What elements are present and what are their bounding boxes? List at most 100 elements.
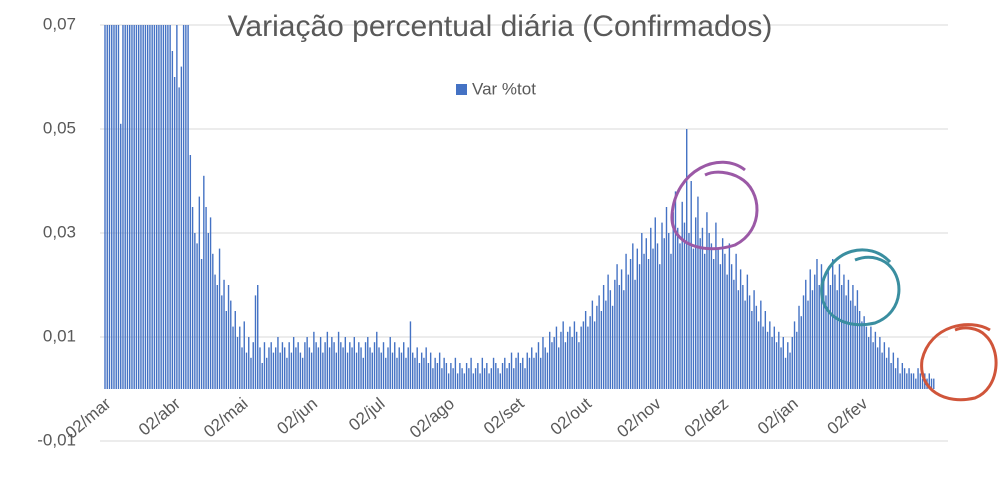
bar — [508, 363, 510, 389]
bar — [549, 331, 551, 389]
bar — [856, 290, 859, 389]
bar — [155, 25, 158, 389]
bar — [730, 264, 733, 389]
bar — [524, 368, 526, 389]
grid — [100, 24, 948, 442]
bar — [283, 347, 286, 389]
bar — [472, 373, 475, 389]
bar — [126, 25, 129, 389]
bar — [486, 363, 488, 389]
bar — [173, 77, 176, 389]
bar — [349, 342, 351, 389]
annotation-circle — [920, 323, 998, 402]
bar — [272, 352, 275, 389]
bar — [342, 347, 344, 389]
bar — [825, 295, 827, 389]
bar — [917, 368, 919, 389]
bar — [703, 253, 706, 389]
bar — [194, 233, 196, 389]
bar — [611, 305, 614, 389]
bar — [616, 264, 618, 389]
bar — [912, 373, 915, 389]
bar — [782, 337, 784, 389]
bar — [122, 25, 124, 389]
bar — [888, 347, 890, 389]
bar — [427, 363, 430, 389]
bar — [906, 373, 908, 389]
bar — [665, 207, 668, 389]
bar — [248, 337, 250, 389]
bar — [910, 373, 913, 389]
bar — [149, 25, 151, 389]
legend-label: Var %tot — [472, 79, 536, 98]
bar — [504, 357, 506, 389]
bar — [376, 331, 378, 389]
bar — [834, 274, 836, 389]
bar — [236, 337, 239, 389]
bar — [751, 311, 753, 389]
bar — [919, 373, 921, 389]
bar — [385, 357, 387, 389]
bar — [319, 337, 322, 389]
bar — [230, 300, 232, 389]
bar — [513, 368, 515, 389]
bar — [854, 305, 856, 389]
bar — [468, 368, 470, 389]
bar — [346, 352, 349, 389]
bar — [425, 347, 427, 389]
bar — [407, 347, 409, 389]
bar — [164, 25, 167, 389]
bar — [409, 321, 412, 389]
bar — [465, 363, 468, 389]
bar — [915, 378, 917, 389]
bar — [618, 285, 621, 389]
bar — [394, 342, 396, 389]
bar — [840, 285, 843, 389]
bar — [858, 311, 861, 389]
bar — [823, 279, 825, 389]
bar — [872, 342, 874, 389]
annotation-circle — [820, 248, 901, 327]
bar — [189, 155, 192, 389]
bar — [317, 347, 320, 389]
bar — [367, 337, 369, 389]
bar — [724, 253, 726, 389]
bar — [344, 337, 347, 389]
bar — [474, 368, 477, 389]
bar — [182, 25, 185, 389]
bar — [890, 363, 892, 389]
bar — [207, 233, 210, 389]
bar — [382, 342, 385, 389]
bar — [115, 25, 117, 389]
x-tick-label: 02/nov — [613, 394, 665, 442]
bar — [760, 300, 762, 389]
bar — [324, 342, 326, 389]
bar — [836, 290, 838, 389]
bars — [104, 25, 935, 390]
bar — [742, 285, 744, 389]
bar — [535, 352, 537, 389]
bar — [526, 352, 528, 389]
bar — [137, 25, 140, 389]
bar — [598, 295, 600, 389]
bar — [234, 311, 236, 389]
bar — [355, 352, 358, 389]
bar — [540, 357, 542, 389]
bar — [259, 347, 261, 389]
bar — [203, 175, 205, 389]
bar — [629, 259, 632, 389]
bar — [672, 212, 674, 389]
bar — [522, 357, 524, 389]
bar — [328, 347, 331, 389]
bar — [322, 352, 324, 389]
bar — [715, 222, 717, 389]
bar — [209, 217, 212, 389]
bar — [483, 368, 486, 389]
bar — [510, 352, 513, 389]
bar — [198, 196, 201, 389]
bar — [564, 342, 567, 389]
bar — [892, 352, 895, 389]
bar — [764, 311, 767, 389]
bar — [753, 290, 755, 389]
